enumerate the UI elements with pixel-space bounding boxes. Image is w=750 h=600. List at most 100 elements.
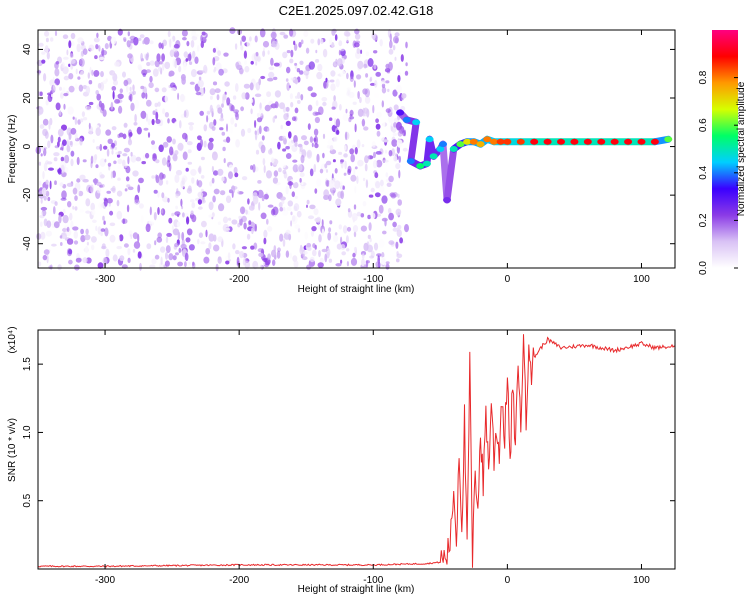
- spectrogram-noise-cell: [194, 56, 199, 64]
- spectrogram-noise-cell: [188, 122, 195, 126]
- spectrogram-noise-cell: [41, 59, 46, 64]
- spectrogram-noise-cell: [84, 234, 91, 241]
- spectrogram-noise-cell: [402, 147, 408, 152]
- spectrogram-noise-cell: [212, 57, 216, 66]
- spectrogram-noise-cell: [369, 78, 372, 82]
- spectrogram-noise-cell: [145, 69, 151, 73]
- spectrogram-noise-cell: [62, 87, 66, 95]
- spectrogram-noise-cell: [330, 70, 336, 77]
- spectrogram-noise-cell: [259, 28, 266, 38]
- spectrogram-noise-cell: [145, 152, 150, 159]
- spectrogram-noise-cell: [122, 71, 126, 78]
- spectrogram-noise-cell: [54, 201, 58, 206]
- spectrogram-noise-cell: [62, 66, 69, 75]
- spectrogram-noise-cell: [159, 172, 164, 181]
- spectrogram-noise-cell: [315, 59, 320, 63]
- spectrogram-noise-cell: [313, 163, 317, 173]
- spectrogram-noise-cell: [38, 106, 44, 115]
- spectrogram-noise-cell: [301, 256, 308, 261]
- spectrogram-noise-cell: [231, 219, 238, 225]
- spectrogram-noise-cell: [309, 168, 314, 177]
- spectrogram-noise-cell: [250, 60, 254, 65]
- spectrogram-signal-point: [597, 138, 606, 145]
- spectrogram-noise-cell: [215, 62, 222, 71]
- spectrogram-noise-cell: [283, 113, 289, 121]
- spectrogram-noise-cell: [245, 209, 248, 215]
- spectrogram-noise-cell: [100, 50, 108, 56]
- spectrogram-noise-cell: [45, 230, 53, 237]
- spectrogram-noise-cell: [201, 31, 206, 36]
- spectrogram-noise-cell: [93, 37, 100, 43]
- spectrogram-noise-cell: [210, 108, 214, 114]
- colorbar-label: Normalized spectral amplitude: [736, 81, 747, 216]
- spectrogram-noise-cell: [145, 113, 149, 122]
- spectrogram-noise-cell: [343, 30, 350, 37]
- spectrogram-noise-cell: [59, 86, 62, 91]
- spectrogram-noise-cell: [82, 117, 88, 121]
- spectrogram-noise-cell: [90, 202, 95, 211]
- spectrogram-noise-cell: [255, 51, 259, 57]
- spectrogram-noise-cell: [140, 110, 147, 119]
- spectrogram-noise-cell: [158, 66, 162, 72]
- spectrogram-noise-cell: [116, 190, 123, 197]
- spectrogram-noise-cell: [42, 171, 45, 180]
- spectrogram-noise-cell: [330, 186, 334, 196]
- spectrogram-noise-cell: [135, 99, 139, 109]
- spectrogram-noise-cell: [43, 148, 47, 157]
- spectrogram-noise-cell: [396, 121, 402, 131]
- spectrogram-noise-cell: [234, 111, 239, 118]
- spectrogram-signal-point: [422, 160, 431, 167]
- spectrogram-noise-cell: [102, 109, 107, 117]
- spectrogram-noise-cell: [362, 201, 367, 207]
- spectrogram-noise-cell: [211, 151, 218, 161]
- spectrogram-noise-cell: [360, 213, 365, 218]
- spectrogram-noise-cell: [344, 160, 347, 170]
- spectrogram-noise-cell: [186, 40, 190, 47]
- spectrogram-noise-cell: [39, 91, 43, 97]
- spectrogram-noise-cell: [338, 50, 341, 56]
- spectrogram-signal-point: [543, 138, 552, 145]
- spectrogram-noise-cell: [96, 181, 102, 187]
- spectrogram-noise-cell: [227, 252, 231, 260]
- spectrogram-signal-point: [425, 136, 434, 143]
- spectrogram-noise-cell: [382, 139, 389, 143]
- spectrogram-noise-cell: [104, 43, 109, 50]
- spectrogram-noise-cell: [70, 127, 77, 135]
- spectrogram-noise-cell: [111, 142, 116, 148]
- spectrogram-noise-cell: [396, 251, 399, 256]
- spectrogram-signal-point: [438, 141, 447, 148]
- spectrogram-noise-cell: [265, 188, 270, 192]
- spectrogram-noise-cell: [112, 90, 115, 100]
- spectrogram-noise-cell: [234, 123, 238, 128]
- spectrogram-noise-cell: [346, 87, 351, 94]
- spectrogram-signal-point: [483, 136, 492, 143]
- spectrogram-noise-cell: [340, 182, 343, 190]
- spectrogram-noise-cell: [341, 251, 347, 256]
- spectrogram-signal-point: [412, 119, 421, 126]
- spectrogram-noise-cell: [283, 34, 289, 39]
- spectrogram-noise-cell: [309, 204, 316, 210]
- spectrogram-noise-cell: [351, 213, 358, 222]
- spectrogram-noise-cell: [279, 233, 284, 242]
- spectrogram-noise-cell: [51, 243, 57, 247]
- spectrogram-noise-cell: [290, 220, 293, 227]
- spectrogram-noise-cell: [141, 58, 144, 62]
- spectrogram-noise-cell: [388, 240, 395, 245]
- spectrogram-noise-cell: [154, 254, 160, 260]
- spectrogram-noise-cell: [342, 185, 345, 190]
- spectrogram-noise-cell: [180, 243, 187, 249]
- spectrogram-noise-cell: [91, 69, 94, 76]
- spectrogram-noise-cell: [334, 180, 341, 190]
- spectrogram-noise-cell: [119, 234, 124, 242]
- spectrogram-noise-cell: [222, 146, 226, 152]
- spectrogram-noise-cell: [57, 141, 60, 148]
- spectrogram-noise-cell: [340, 259, 343, 264]
- spectrogram-noise-cell: [184, 261, 187, 268]
- spectrogram-noise-cell: [285, 120, 291, 126]
- spectrogram-noise-cell: [152, 110, 156, 115]
- spectrogram-noise-cell: [235, 83, 239, 92]
- spectrogram-noise-cell: [62, 139, 67, 146]
- spectrogram-noise-cell: [41, 51, 46, 55]
- spectrogram-noise-cell: [179, 103, 184, 109]
- spectrogram-noise-cell: [330, 83, 336, 91]
